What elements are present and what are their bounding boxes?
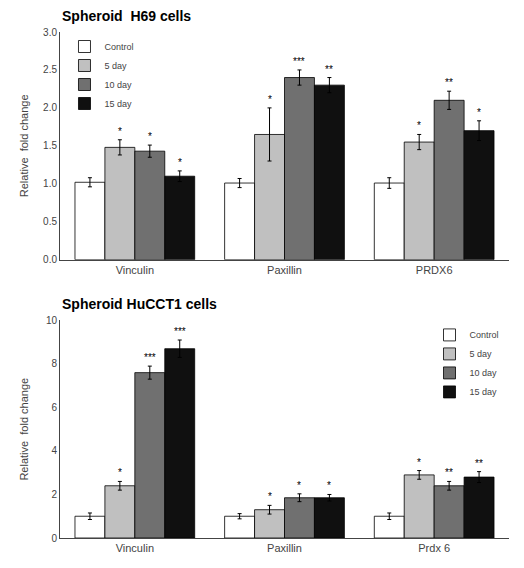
svg-text:0.0: 0.0 [43,254,57,265]
svg-text:Control: Control [104,42,133,52]
svg-text:Spheroid H69 cells: Spheroid H69 cells [62,8,191,24]
svg-text:10: 10 [46,315,58,326]
svg-text:***: *** [293,56,305,67]
svg-text:2.0: 2.0 [43,102,57,113]
svg-text:5 day: 5 day [470,349,493,359]
svg-text:*: * [178,157,182,168]
svg-text:PRDX6: PRDX6 [416,264,453,276]
svg-text:Vinculin: Vinculin [116,542,154,554]
svg-text:**: ** [475,458,483,469]
svg-text:0.5: 0.5 [43,216,57,227]
svg-text:10 day: 10 day [470,368,498,378]
svg-text:8: 8 [51,358,57,369]
svg-text:Relative fold change: Relative fold change [18,378,30,481]
svg-text:*: * [118,126,122,137]
svg-text:*: * [477,107,481,118]
svg-text:1.5: 1.5 [43,140,57,151]
svg-text:*: * [268,491,272,502]
svg-text:6: 6 [51,402,57,413]
svg-text:*: * [118,467,122,478]
svg-text:*: * [417,120,421,131]
svg-text:0: 0 [51,533,57,544]
svg-text:4: 4 [51,445,57,456]
svg-text:Paxillin: Paxillin [267,264,302,276]
svg-text:Control: Control [470,330,499,340]
svg-text:***: *** [144,352,156,363]
svg-text:**: ** [445,77,453,88]
svg-text:*: * [297,480,301,491]
svg-text:*: * [148,131,152,142]
svg-text:Paxillin: Paxillin [267,542,302,554]
svg-text:*: * [327,480,331,491]
svg-text:Spheroid HuCCT1 cells: Spheroid HuCCT1 cells [62,296,217,312]
svg-text:15 day: 15 day [104,99,132,109]
svg-text:***: *** [174,326,186,337]
svg-text:2.5: 2.5 [43,64,57,75]
svg-text:15 day: 15 day [470,387,498,397]
svg-text:Relative fold change: Relative fold change [18,94,30,197]
svg-text:**: ** [325,64,333,75]
svg-text:*: * [417,457,421,468]
svg-text:Prdx 6: Prdx 6 [418,542,450,554]
svg-text:5 day: 5 day [104,61,127,71]
svg-text:2: 2 [51,489,57,500]
svg-text:3.0: 3.0 [43,27,57,38]
svg-text:10 day: 10 day [104,80,132,90]
svg-text:**: ** [445,467,453,478]
svg-text:*: * [268,94,272,105]
svg-text:Vinculin: Vinculin [116,264,154,276]
svg-text:1.0: 1.0 [43,178,57,189]
